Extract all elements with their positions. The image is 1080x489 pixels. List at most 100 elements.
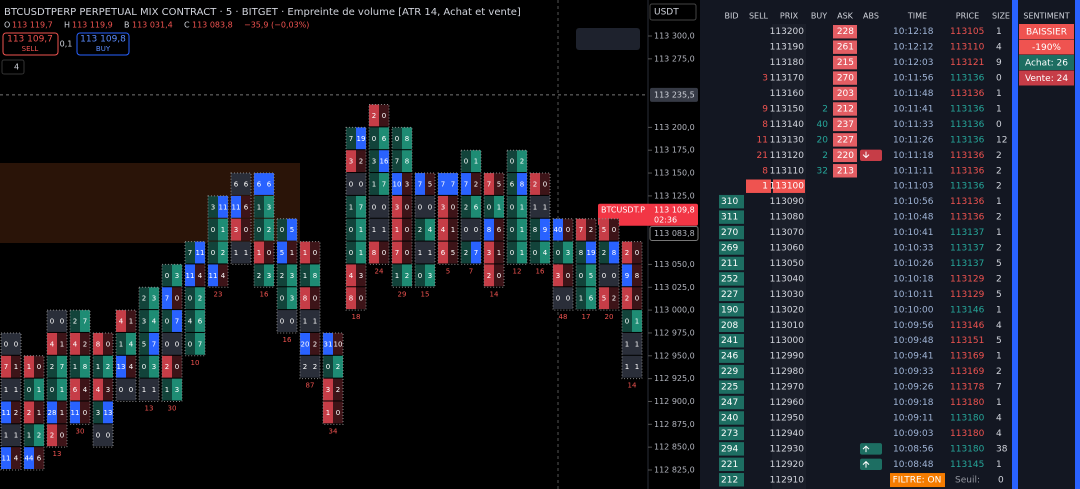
footprint-cell <box>231 173 241 195</box>
footprint-cell <box>34 355 44 378</box>
footprint-value: 0 <box>106 340 110 348</box>
footprint-value: 2 <box>142 295 146 303</box>
footprint-cell <box>24 401 34 424</box>
footprint-cell <box>448 241 458 264</box>
trade-size: 2 <box>996 182 1002 192</box>
footprint-cell <box>517 218 527 241</box>
footprint-cell <box>438 195 448 218</box>
footprint-value: 0 <box>625 318 629 326</box>
footprint-cell <box>70 332 80 355</box>
footprint-value: 13 <box>117 363 126 371</box>
book-price: 113150 <box>770 104 805 114</box>
footprint-value: 1 <box>625 363 629 371</box>
footprint-cell <box>162 264 172 287</box>
cell-bg <box>719 303 744 317</box>
footprint-cell <box>34 378 44 401</box>
footprint-value: 8 <box>405 135 409 143</box>
footprint-value: 0 <box>451 203 455 211</box>
footprint-cell <box>208 264 218 287</box>
book-bid: 310 <box>721 197 738 207</box>
cell-bg <box>833 71 857 85</box>
book-price: 113020 <box>770 305 805 315</box>
trade-size: 5 <box>996 259 1002 269</box>
buy-button[interactable] <box>76 32 130 56</box>
footprint-cell <box>70 310 80 332</box>
footprint-value: 8 <box>313 272 317 280</box>
book-price: 113120 <box>770 151 805 161</box>
footprint-value: 1 <box>60 340 64 348</box>
footprint-value: 1 <box>244 249 248 257</box>
footprint-cell <box>494 264 504 287</box>
candle-delta: 15 <box>421 290 430 298</box>
footprint-value: 1 <box>37 386 41 394</box>
footprint-cell <box>609 264 619 287</box>
candle-delta: 12 <box>513 267 522 275</box>
book-bid: 270 <box>721 228 738 238</box>
trade-price: 113136 <box>950 135 985 145</box>
trade-price: 113169 <box>950 367 985 377</box>
footprint-cell <box>471 241 481 264</box>
footprint-value: 3 <box>372 158 376 166</box>
footprint-value: 3 <box>326 386 330 394</box>
footprint-cell <box>34 447 44 469</box>
footprint-cell <box>195 264 205 287</box>
footprint-value: 7 <box>188 249 192 257</box>
footprint-value: 4 <box>14 455 19 463</box>
sell-button[interactable] <box>2 32 59 56</box>
footprint-value: 8 <box>487 226 491 234</box>
trade-time: 10:08:56 <box>893 444 934 454</box>
footprint-cell <box>323 401 333 424</box>
footprint-cell <box>1 401 11 424</box>
footprint-value: 8 <box>405 158 409 166</box>
trade-time: 10:10:48 <box>893 213 934 223</box>
footprint-value: 0 <box>349 249 353 257</box>
footprint-cell <box>195 287 205 310</box>
trade-size: 4 <box>996 429 1002 439</box>
footprint-cell <box>425 218 435 241</box>
toolbar[interactable] <box>576 28 640 50</box>
footprint-cell <box>47 355 57 378</box>
footprint-value: 2 <box>50 363 54 371</box>
trade-time: 10:10:18 <box>893 274 934 284</box>
footprint-value: 4 <box>119 318 124 326</box>
trade-price: 113136 <box>950 104 985 114</box>
footprint-value: 1 <box>359 249 363 257</box>
footprint-value: 1 <box>303 318 307 326</box>
currency-box[interactable] <box>649 3 697 21</box>
footprint-cell <box>402 195 412 218</box>
footprint-value: 8 <box>372 249 376 257</box>
footprint-value: 6 <box>37 455 42 463</box>
footprint-cell <box>392 264 402 287</box>
footprint-value: 1 <box>497 203 501 211</box>
footprint-value: 0 <box>165 318 169 326</box>
trade-time: 10:09:18 <box>893 398 934 408</box>
footprint-cell <box>103 401 113 424</box>
footprint-cell <box>1 378 11 401</box>
footprint-cell <box>586 264 596 287</box>
footprint-value: 31 <box>324 340 333 348</box>
trade-time: 10:12:12 <box>893 43 933 53</box>
footprint-value: 4 <box>152 318 157 326</box>
footprint-value: 0 <box>382 112 386 120</box>
footprint-value: 0 <box>326 363 330 371</box>
candle-delta: 5 <box>446 267 450 275</box>
price-axis <box>648 0 700 489</box>
trade-price: 113137 <box>950 259 984 269</box>
cell-bg <box>833 25 857 39</box>
ohlc-value: 113 119,7 <box>12 21 53 30</box>
footprint-value: 1 <box>395 272 399 280</box>
footprint-cell <box>471 150 481 173</box>
footprint-value: 0 <box>280 318 284 326</box>
footprint-value: 0 <box>382 249 386 257</box>
footprint-value: 0 <box>175 363 179 371</box>
footprint-cell <box>333 355 343 378</box>
sentiment-bg <box>1019 24 1074 39</box>
footprint-value: 19 <box>357 135 366 143</box>
book-bid: 211 <box>721 259 738 269</box>
footprint-cell <box>632 264 642 287</box>
footprint-cell <box>484 195 494 218</box>
footprint-cell <box>392 173 402 195</box>
footprint-cell <box>162 310 172 332</box>
indicators-toggle[interactable] <box>1 59 25 75</box>
candle-delta: 16 <box>536 267 545 275</box>
